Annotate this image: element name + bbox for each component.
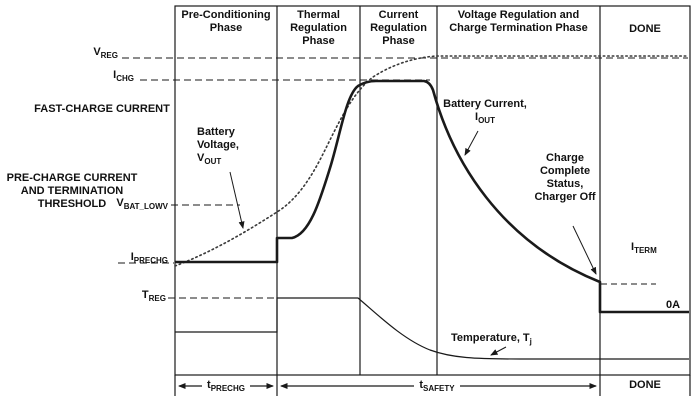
charge-complete-pointer-arrow: [572, 225, 597, 275]
battery-current-pointer-arrow: [464, 130, 479, 156]
phase-header-thermal-regulation: Thermal Regulation Phase: [290, 9, 347, 47]
t-reg-label: TREG: [141, 289, 166, 304]
battery-voltage-curve: [174, 55, 689, 267]
i-term-label: ITERM: [631, 241, 657, 256]
zero-current-label: 0A: [666, 299, 681, 311]
fast-charge-current-label: FAST-CHARGE CURRENT: [34, 103, 170, 115]
phase-header-voltage-regulation: Voltage Regulation and Charge Terminatio…: [449, 9, 588, 34]
t-safety-label: tSAFETY: [397, 379, 477, 396]
battery-voltage-annotation: Battery Voltage, VOUT: [197, 126, 239, 167]
phase-header-current-regulation: Current Regulation Phase: [370, 9, 427, 47]
temperature-annotation: Temperature, Tj: [451, 332, 532, 347]
temperature-curve: [175, 297, 689, 360]
v-bat-lowv-label: VBAT_LOWV: [116, 197, 168, 212]
i-chg-label: ICHG: [113, 69, 134, 84]
phase-divider-lines: [276, 6, 601, 375]
done-axis-label: DONE: [629, 379, 661, 391]
plot-frame: [174, 5, 691, 376]
i-prechg-label: IPRECHG: [130, 251, 168, 266]
precharge-threshold-label: PRE-CHARGE CURRENT AND TERMINATION THRES…: [6, 172, 138, 210]
battery-voltage-pointer-arrow: [229, 171, 245, 229]
battery-current-annotation: Battery Current, IOUT: [443, 98, 527, 126]
temperature-pointer-arrow: [490, 346, 507, 356]
charge-complete-annotation: Charge Complete Status, Charger Off: [534, 152, 596, 203]
t-prechg-label: tPRECHG: [186, 379, 266, 396]
phase-header-preconditioning: Pre-Conditioning Phase: [181, 9, 271, 34]
phase-header-done: DONE: [629, 23, 661, 35]
battery-current-curve: [175, 79, 689, 314]
axis-ticks: [174, 375, 691, 396]
v-reg-label: VREG: [93, 46, 118, 61]
